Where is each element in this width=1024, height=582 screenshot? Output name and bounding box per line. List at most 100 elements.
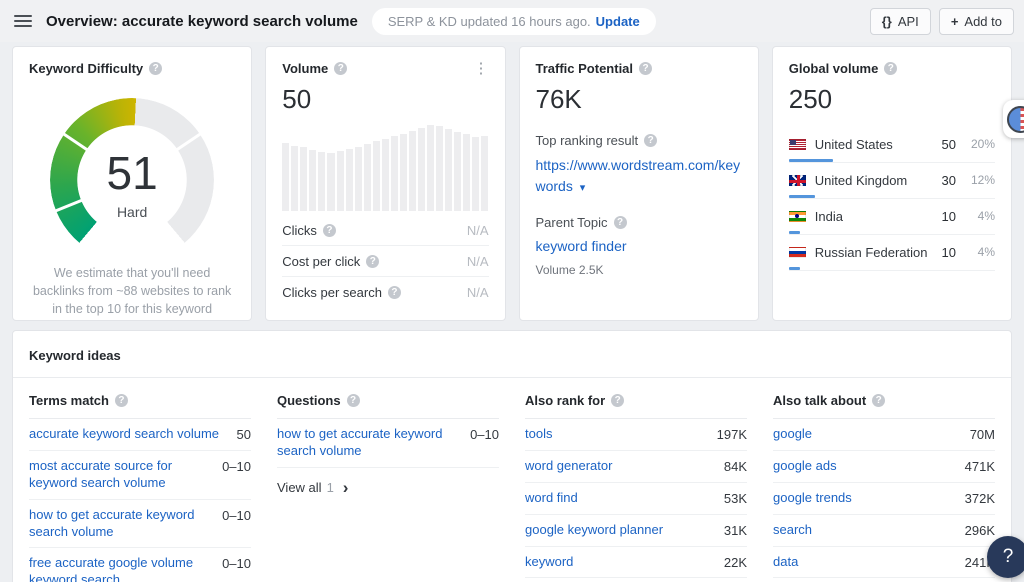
keyword-link[interactable]: google keyword planner	[525, 521, 664, 537]
column-title-text: Also talk about	[773, 393, 867, 408]
keyword-link[interactable]: google ads	[773, 457, 837, 473]
extension-brain-icon	[1007, 105, 1024, 133]
global-volume-card: Global volume ? 250 United States 50 20% Un…	[771, 46, 1012, 321]
volume-trend-bar	[282, 143, 290, 211]
country-share-bar	[788, 159, 833, 162]
keyword-ideas-column: Questions? how to get accurate keyword se…	[277, 378, 499, 582]
volume-trend-bar	[445, 129, 453, 211]
keyword-volume: 50	[236, 427, 251, 442]
country-share-bar	[788, 195, 815, 198]
country-volume: 10	[941, 244, 956, 260]
api-button-label: API	[897, 13, 919, 29]
volume-stat-row: Clicks per search? N/A	[282, 277, 488, 308]
keyword-row: google keyword planner 31K	[525, 515, 747, 547]
keyword-row: how to get accurate keyword search volum…	[29, 500, 251, 549]
menu-icon[interactable]	[14, 15, 32, 27]
help-icon[interactable]: ?	[611, 394, 625, 407]
help-icon[interactable]: ?	[322, 223, 336, 237]
help-icon[interactable]: ?	[639, 62, 653, 75]
keyword-row: google 70M	[773, 419, 995, 451]
keyword-volume: 84K	[723, 458, 747, 474]
kebab-menu-icon[interactable]: ⋮	[473, 60, 489, 77]
keyword-link[interactable]: keyword	[525, 553, 574, 569]
keyword-link[interactable]: how to get accurate keyword search volum…	[29, 506, 195, 539]
volume-trend-bar	[318, 151, 326, 211]
country-percent: 20%	[970, 137, 995, 151]
country-percent: 12%	[970, 173, 995, 187]
keyword-link[interactable]: free accurate google volume keyword sear…	[29, 555, 194, 582]
volume-trend-bar	[336, 150, 344, 211]
keyword-link[interactable]: most accurate source for keyword search …	[29, 457, 173, 490]
keyword-link[interactable]: data	[773, 553, 799, 569]
help-icon[interactable]: ?	[872, 394, 886, 407]
help-icon[interactable]: ?	[387, 286, 401, 299]
plus-icon: +	[950, 13, 959, 29]
help-icon[interactable]: ?	[334, 62, 348, 75]
country-row: India 10 4%	[788, 199, 995, 235]
top-ranking-result-link[interactable]: https://www.wordstream.com/keywords ▾	[536, 155, 742, 197]
keyword-row: google trends 372K	[773, 483, 995, 515]
keyword-row: word find 53K	[525, 483, 747, 515]
volume-card: Volume ? ⋮ 50 Clicks? N/A Cost per click? N…	[265, 46, 506, 321]
parent-topic-label-text: Parent Topic	[535, 215, 608, 230]
global-volume-title-text: Global volume	[788, 61, 879, 76]
serp-update-text: SERP & KD updated 16 hours ago.	[387, 13, 591, 29]
volume-stat-value: N/A	[466, 253, 489, 269]
keyword-ideas-column-header: Also talk about?	[773, 378, 995, 419]
serp-update-pill: SERP & KD updated 16 hours ago. Update	[371, 7, 656, 35]
volume-title-text: Volume	[282, 61, 329, 76]
keyword-link[interactable]: search	[773, 521, 813, 537]
help-icon[interactable]: ?	[366, 254, 380, 268]
column-title-text: Questions	[277, 393, 341, 408]
traffic-potential-card: Traffic Potential ? 76K Top ranking resu…	[518, 46, 759, 321]
country-percent: 4%	[977, 245, 995, 259]
help-icon[interactable]: ?	[346, 394, 360, 407]
help-icon[interactable]: ?	[613, 216, 627, 229]
global-volume-title: Global volume ?	[789, 61, 995, 76]
update-link[interactable]: Update	[595, 13, 640, 29]
help-icon[interactable]: ?	[644, 134, 658, 147]
keyword-link[interactable]: word generator	[525, 457, 613, 473]
api-button[interactable]: {} API	[869, 7, 931, 35]
view-all-link[interactable]: View all166›	[773, 578, 995, 582]
kd-gauge-arc	[50, 98, 215, 262]
chevron-down-icon: ▾	[579, 182, 586, 194]
country-list: United States 50 20% United Kingdom 30 12% Ind…	[788, 127, 995, 271]
keyword-volume: 53K	[723, 490, 747, 506]
country-volume: 30	[941, 172, 956, 188]
keyword-row: tools 197K	[525, 419, 747, 451]
keyword-link[interactable]: word find	[525, 489, 578, 505]
add-to-button[interactable]: + Add to	[938, 7, 1014, 35]
gb-flag-icon	[788, 174, 806, 186]
volume-stat-label: Clicks per search?	[282, 285, 401, 300]
volume-trend-bar	[454, 131, 462, 211]
keyword-ideas-columns: Terms match? accurate keyword search volu…	[13, 378, 1011, 582]
help-icon[interactable]: ?	[884, 62, 898, 75]
keyword-volume: 0–10	[222, 556, 251, 572]
keyword-ideas-column: Terms match? accurate keyword search volu…	[29, 378, 251, 582]
volume-trend-bar	[363, 143, 371, 211]
browser-extension-widget[interactable]	[1003, 100, 1024, 138]
keyword-link[interactable]: google trends	[773, 489, 852, 505]
keyword-link[interactable]: accurate keyword search volume	[29, 426, 220, 441]
volume-trend-bar	[354, 146, 362, 211]
volume-stat-value: N/A	[466, 222, 489, 238]
volume-trend-bar	[463, 134, 471, 211]
country-row: United Kingdom 30 12%	[788, 163, 995, 199]
keyword-link[interactable]: tools	[525, 426, 553, 441]
volume-trend-bar	[372, 141, 380, 211]
help-fab-button[interactable]: ?	[987, 536, 1024, 578]
volume-trend-bar	[300, 147, 308, 211]
kd-gauge: 51 Hard	[50, 98, 215, 262]
keyword-ideas-column-header: Questions?	[277, 378, 499, 419]
help-icon[interactable]: ?	[149, 62, 163, 75]
traffic-potential-title: Traffic Potential ?	[536, 61, 742, 76]
parent-topic-link[interactable]: keyword finder	[535, 238, 627, 254]
keyword-link[interactable]: how to get accurate keyword search volum…	[277, 426, 443, 458]
traffic-potential-value: 76K	[535, 84, 582, 114]
keyword-link[interactable]: google	[773, 426, 813, 441]
view-all-link[interactable]: View all 1 ›	[277, 468, 499, 507]
help-icon[interactable]: ?	[114, 394, 128, 407]
add-to-button-label: Add to	[964, 13, 1002, 29]
